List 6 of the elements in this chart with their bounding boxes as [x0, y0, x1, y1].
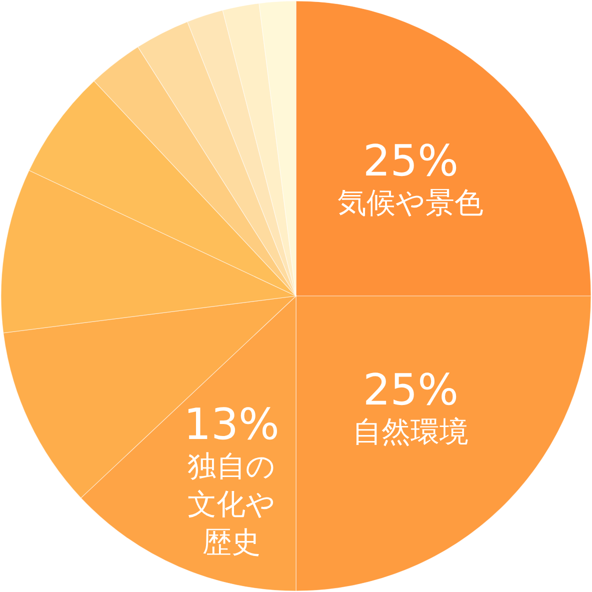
- slice-label: 自然環境: [352, 416, 469, 449]
- data-label: 25%: [362, 366, 459, 416]
- slice-label: 独自の文化や歴史: [188, 450, 276, 559]
- data-label: 13%: [184, 400, 280, 450]
- data-label: 25%: [362, 136, 459, 186]
- slice-label: 気候や景色: [338, 187, 484, 220]
